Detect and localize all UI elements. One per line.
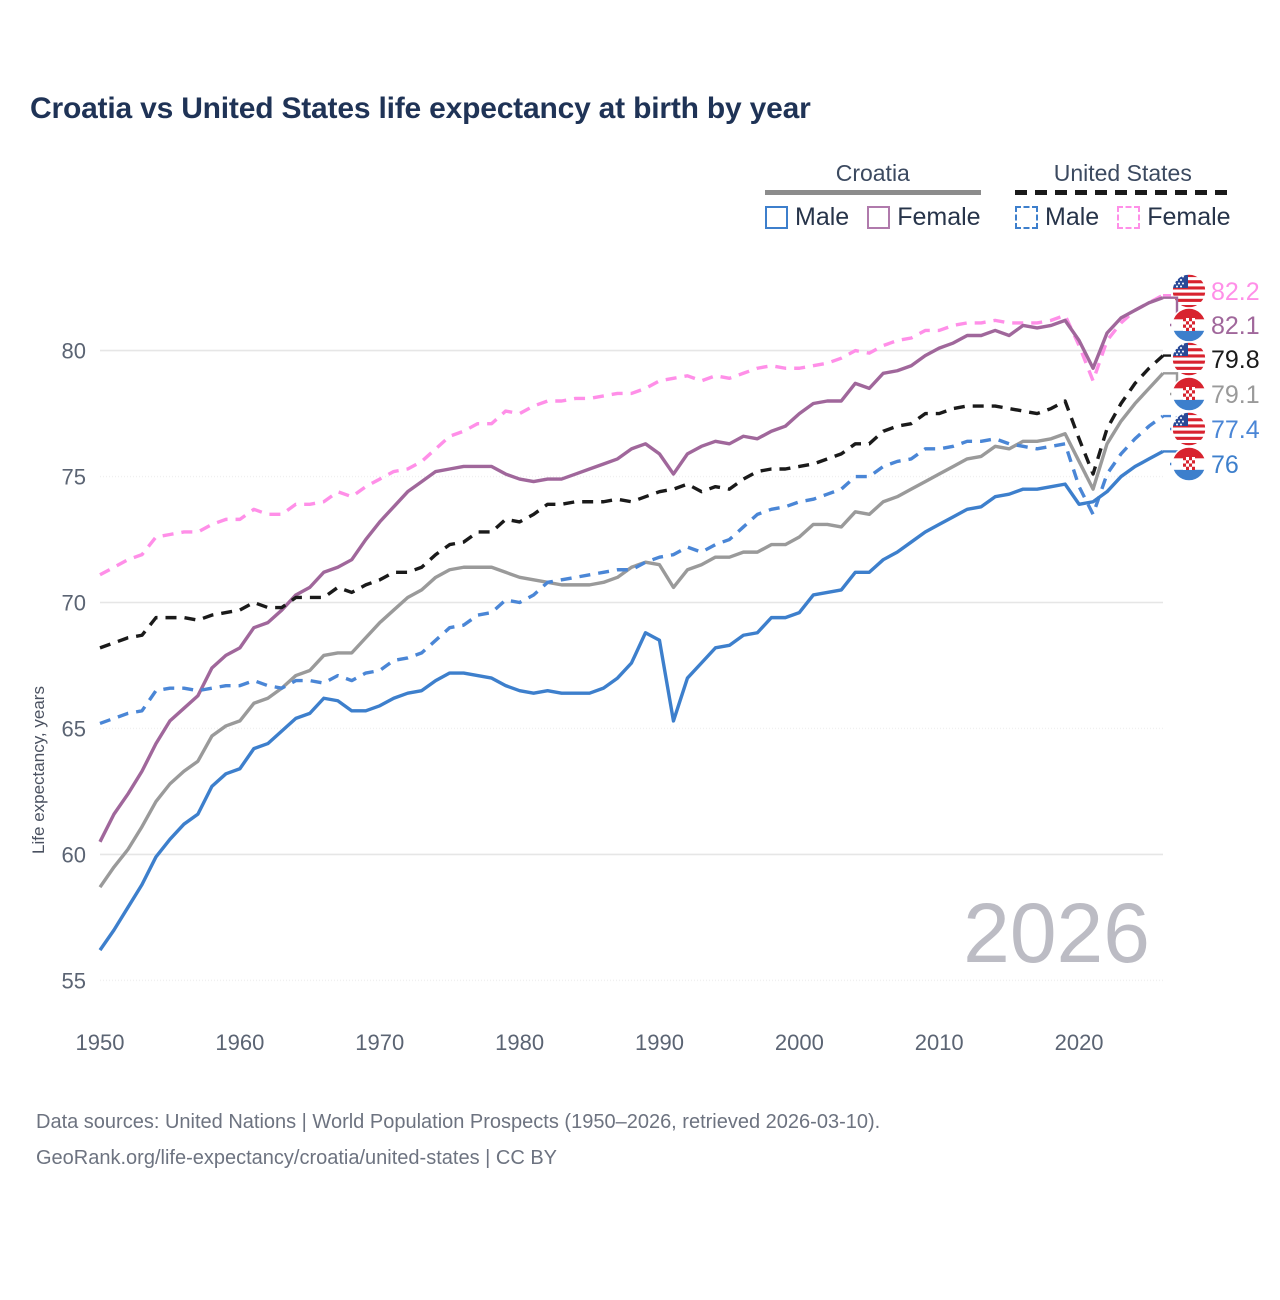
legend-country-label: United States [1053,160,1192,186]
series-end-markers: 82.2 82.1 79.8 79.1 77.4 76 [1163,273,1260,482]
end-value-label-us_male_black: 79.8 [1211,346,1260,374]
series-line-us_male_black [99,354,1165,650]
y-axis-tick: 60 [62,842,86,867]
footer-data-sources: Data sources: United Nations | World Pop… [36,1111,881,1133]
end-value-label-croatia_male: 76 [1211,451,1239,479]
legend-item-croatia-male[interactable]: Male [765,203,849,232]
legend-label-croatia-female: Female [897,203,981,231]
footer-attribution: GeoRank.org/life-expectancy/croatia/unit… [36,1147,557,1169]
legend-swatch-croatia-male [765,206,788,229]
y-axis-tick: 75 [62,465,86,490]
legend-label-us-female: Female [1147,203,1231,231]
end-value-label-us_male: 77.4 [1211,416,1260,444]
end-value-label-croatia_gray: 79.1 [1211,381,1260,409]
chart-gridlines [100,349,1163,982]
x-axis-tick: 2010 [915,1030,964,1055]
flag-marker-croatia [1171,376,1207,412]
flag-marker-us [1171,341,1207,377]
y-axis-tick: 65 [62,716,86,741]
legend-group-united-states: United States Male Female [1015,160,1231,232]
legend-group-croatia: Croatia Male Female [765,160,981,232]
x-axis-tick-labels: 1950 1960 1970 1980 1990 2000 2010 2020 [76,1030,1104,1055]
legend-item-us-male[interactable]: Male [1015,203,1099,232]
x-axis-tick: 1990 [635,1030,684,1055]
year-watermark: 2026 [963,886,1150,980]
series-line-croatia_male [98,449,1164,952]
legend-country-label: Croatia [835,160,910,186]
series-line-croatia_gray [98,372,1165,889]
legend-label-us-male: Male [1045,203,1100,231]
legend-item-croatia-female[interactable]: Female [867,203,981,232]
line-chart-plot: 55 60 65 70 75 80 1950 1960 1970 1980 1990 2000 201… [29,273,1260,1055]
x-axis-tick: 1970 [355,1030,404,1055]
legend-label-croatia-male: Male [795,203,850,231]
page-title: Croatia vs United States life expectancy… [30,92,811,125]
series-line-croatia_female [98,296,1164,843]
end-value-label-us_female: 82.2 [1211,278,1260,306]
x-axis-tick: 1980 [495,1030,544,1055]
x-axis-tick: 1960 [215,1030,264,1055]
y-axis-tick-labels: 55 60 65 70 75 80 [62,339,86,994]
legend-swatch-croatia-female [867,206,891,229]
flag-marker-croatia [1171,307,1207,343]
legend-style-rule-dashed [1015,190,1231,195]
legend-item-us-female[interactable]: Female [1117,203,1231,232]
end-value-label-croatia_female: 82.1 [1211,312,1260,340]
chart-footer: Data sources: United Nations | World Pop… [36,1104,880,1176]
x-axis-tick: 2020 [1055,1030,1104,1055]
legend-swatch-us-female [1117,206,1141,229]
y-axis-tick: 55 [62,968,86,993]
series-line-us_female [99,293,1164,577]
legend-style-rule-solid [765,190,981,195]
y-axis-tick: 80 [62,339,86,364]
series-line-us_male [99,414,1164,726]
y-axis-tick: 70 [62,591,86,616]
flag-marker-croatia [1171,446,1207,482]
legend-swatch-us-male [1015,206,1038,229]
x-axis-tick: 2000 [775,1030,824,1055]
chart-legend: Croatia Male Female United States Male [755,160,1255,240]
flag-marker-us [1171,411,1207,447]
chart-series-lines [98,293,1165,952]
x-axis-tick: 1950 [76,1030,125,1055]
y-axis-title: Life expectancy, years [29,686,48,854]
